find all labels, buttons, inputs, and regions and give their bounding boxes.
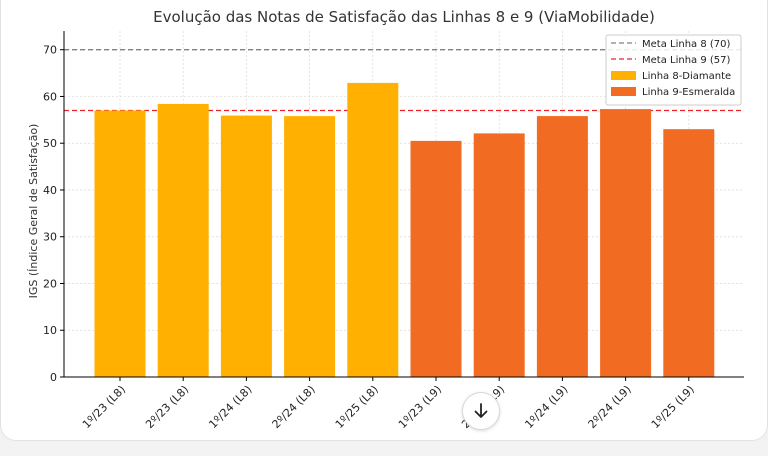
chart-card: Evolução das Notas de Satisfação das Lin… — [0, 0, 768, 441]
x-tick-label: 2º/24 (L8) — [270, 383, 318, 431]
bar — [284, 116, 336, 378]
legend-label: Linha 9-Esmeralda — [642, 87, 735, 98]
x-tick-label: 2º/23 (L8) — [143, 383, 191, 431]
bars — [94, 82, 715, 378]
bar — [536, 116, 588, 378]
y-tick-label: 50 — [43, 137, 57, 150]
bar — [663, 129, 715, 377]
bar — [347, 82, 399, 378]
legend-label: Meta Linha 9 (57) — [642, 55, 731, 66]
y-tick-label: 40 — [43, 184, 57, 197]
x-tick-label: 1º/25 (L8) — [333, 383, 381, 431]
x-tick-label: 1º/24 (L8) — [206, 383, 254, 431]
legend-patch-swatch — [611, 87, 636, 96]
y-tick-label: 0 — [50, 371, 57, 384]
legend-box — [605, 34, 742, 106]
y-axis-label: IGS (Índice Geral de Satisfação) — [27, 124, 40, 299]
y-tick-label: 70 — [43, 44, 57, 57]
legend: Meta Linha 8 (70) Meta Linha 9 (57) Linha … — [605, 34, 742, 106]
bar — [473, 133, 525, 377]
bar — [410, 140, 462, 377]
scroll-down-button[interactable] — [462, 392, 500, 430]
bar — [600, 109, 652, 377]
arrow-down-icon — [474, 403, 488, 418]
axes — [63, 31, 744, 378]
legend-label: Linha 8-Diamante — [642, 71, 731, 82]
y-tick-label: 10 — [43, 324, 57, 337]
chart-title: Evolução das Notas de Satisfação das Lin… — [153, 8, 655, 26]
x-tick-label: 1º/25 (L9) — [649, 383, 697, 431]
y-tick-label: 60 — [43, 90, 57, 103]
y-tick-label: 30 — [43, 231, 57, 244]
x-tick-label: 1º/23 (L8) — [80, 383, 128, 431]
x-tick-label: 1º/23 (L9) — [396, 383, 444, 431]
x-tick-label: 2º/24 (L9) — [586, 383, 634, 431]
bar — [94, 110, 146, 378]
legend-patch-swatch — [611, 71, 636, 80]
bar — [220, 115, 272, 377]
x-tick-label: 1º/24 (L9) — [522, 383, 570, 431]
bar-chart: Evolução das Notas de Satisfação das Lin… — [27, 8, 744, 431]
y-tick-label: 20 — [43, 277, 57, 290]
bar — [157, 103, 209, 377]
legend-label: Meta Linha 8 (70) — [642, 39, 731, 50]
